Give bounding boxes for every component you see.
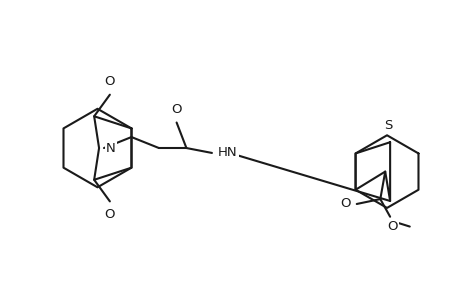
Text: O: O	[340, 197, 350, 211]
Text: S: S	[383, 119, 392, 132]
Text: O: O	[104, 75, 115, 88]
Text: O: O	[104, 208, 115, 221]
Text: O: O	[386, 220, 397, 233]
Text: N: N	[106, 142, 115, 154]
Text: O: O	[171, 103, 181, 116]
Text: HN: HN	[218, 146, 237, 159]
